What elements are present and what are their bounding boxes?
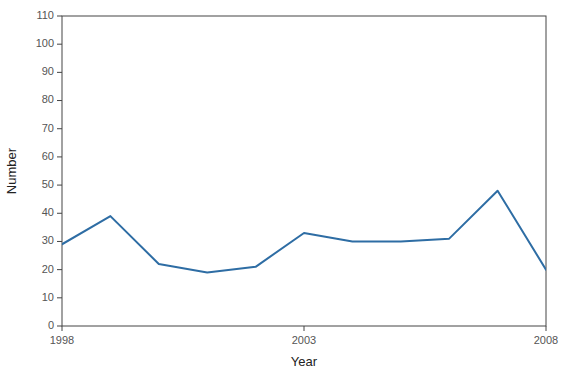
x-tick (62, 326, 63, 331)
y-tick (57, 128, 62, 129)
y-tick-label: 60 (42, 150, 54, 162)
y-tick (57, 185, 62, 186)
y-tick-label: 90 (42, 65, 54, 77)
y-tick-label: 20 (42, 263, 54, 275)
chart-svg: 0 10 20 30 40 50 60 70 80 90 100 110 1998 2003 2008 Yea… (0, 0, 566, 374)
x-axis: 1998 2003 2008 (50, 326, 558, 346)
y-tick (57, 326, 62, 327)
y-tick (57, 16, 62, 17)
y-tick (57, 213, 62, 214)
chart-container: 0 10 20 30 40 50 60 70 80 90 100 110 1998 2003 2008 Yea… (0, 0, 566, 374)
x-axis-label: Year (291, 354, 318, 369)
x-tick-label: 2003 (292, 334, 316, 346)
y-tick-label: 30 (42, 234, 54, 246)
x-tick (304, 326, 305, 331)
plot-frame (62, 16, 546, 326)
x-tick (546, 326, 547, 331)
y-tick-label: 70 (42, 122, 54, 134)
y-tick-label: 80 (42, 93, 54, 105)
y-tick (57, 269, 62, 270)
plot-area (62, 191, 546, 273)
data-line (62, 191, 546, 273)
y-tick-label: 50 (42, 178, 54, 190)
y-tick (57, 241, 62, 242)
y-tick-label: 100 (36, 37, 54, 49)
x-tick-label: 2008 (534, 334, 558, 346)
y-axis: 0 10 20 30 40 50 60 70 80 90 100 110 (36, 9, 62, 331)
y-tick (57, 100, 62, 101)
y-tick (57, 72, 62, 73)
y-tick (57, 44, 62, 45)
y-tick (57, 156, 62, 157)
y-tick-label: 110 (36, 9, 54, 21)
y-axis-label: Number (4, 147, 19, 194)
x-tick-label: 1998 (50, 334, 74, 346)
y-tick (57, 297, 62, 298)
y-tick-label: 10 (42, 291, 54, 303)
y-tick-label: 0 (48, 319, 54, 331)
y-tick-label: 40 (42, 206, 54, 218)
